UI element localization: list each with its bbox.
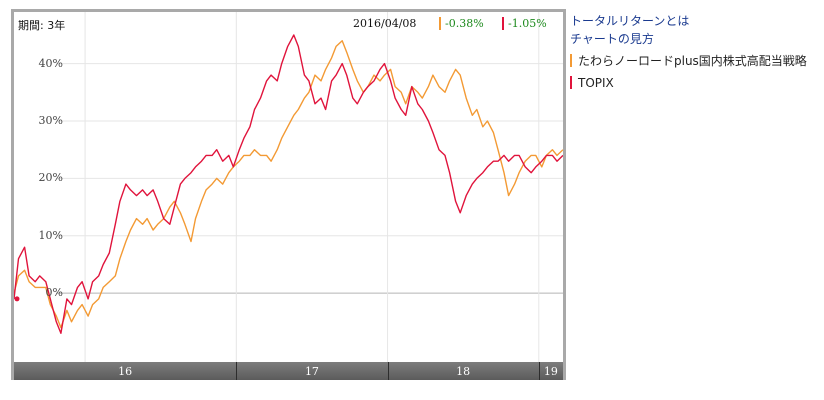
topix-series-line <box>14 34 563 334</box>
chart-frame: 期間: 3年 2016/04/08 -0.38% -1.05% 0% 10% 20%… <box>11 9 566 380</box>
y-tick-label: 10% <box>38 228 63 242</box>
legend-item-fund: たわらノーロードplus国内株式高配当戦略 <box>570 52 820 70</box>
fund-return-value: -0.38% <box>439 17 484 30</box>
period-selector[interactable]: 期間: 3年 <box>18 19 66 32</box>
fund-series-line <box>14 40 563 329</box>
side-panel: トータルリターンとは チャートの見方 たわらノーロードplus国内株式高配当戦略… <box>570 12 820 92</box>
y-tick-label: 40% <box>38 56 63 70</box>
y-tick-label: 30% <box>38 114 63 128</box>
legend-item-topix: TOPIX <box>570 74 820 92</box>
x-axis-separator <box>538 362 540 380</box>
cursor-date: 2016/04/08 <box>353 17 417 30</box>
topix-return-value: -1.05% <box>502 17 547 30</box>
x-axis-separator <box>236 362 238 380</box>
x-axis-separator <box>387 362 389 380</box>
how-to-read-chart-link[interactable]: チャートの見方 <box>570 32 654 46</box>
x-tick-label: 19 <box>543 365 558 378</box>
total-return-link[interactable]: トータルリターンとは <box>570 14 690 28</box>
legend-label-fund: たわらノーロードplus国内株式高配当戦略 <box>578 54 807 68</box>
return-line-chart <box>14 12 563 362</box>
series-start-marker <box>14 296 20 302</box>
x-tick-label: 18 <box>456 365 471 378</box>
x-tick-label: 17 <box>304 365 319 378</box>
x-tick-label: 16 <box>118 365 133 378</box>
legend-label-topix: TOPIX <box>578 76 614 90</box>
y-tick-label: 0% <box>45 286 63 300</box>
legend-swatch-fund <box>570 54 572 67</box>
chart-plot-area: 期間: 3年 2016/04/08 -0.38% -1.05% 0% 10% 20%… <box>14 12 563 362</box>
y-tick-label: 20% <box>38 171 63 185</box>
legend-swatch-topix <box>570 76 572 89</box>
x-axis-year-bar: 16 17 18 19 <box>14 362 563 380</box>
